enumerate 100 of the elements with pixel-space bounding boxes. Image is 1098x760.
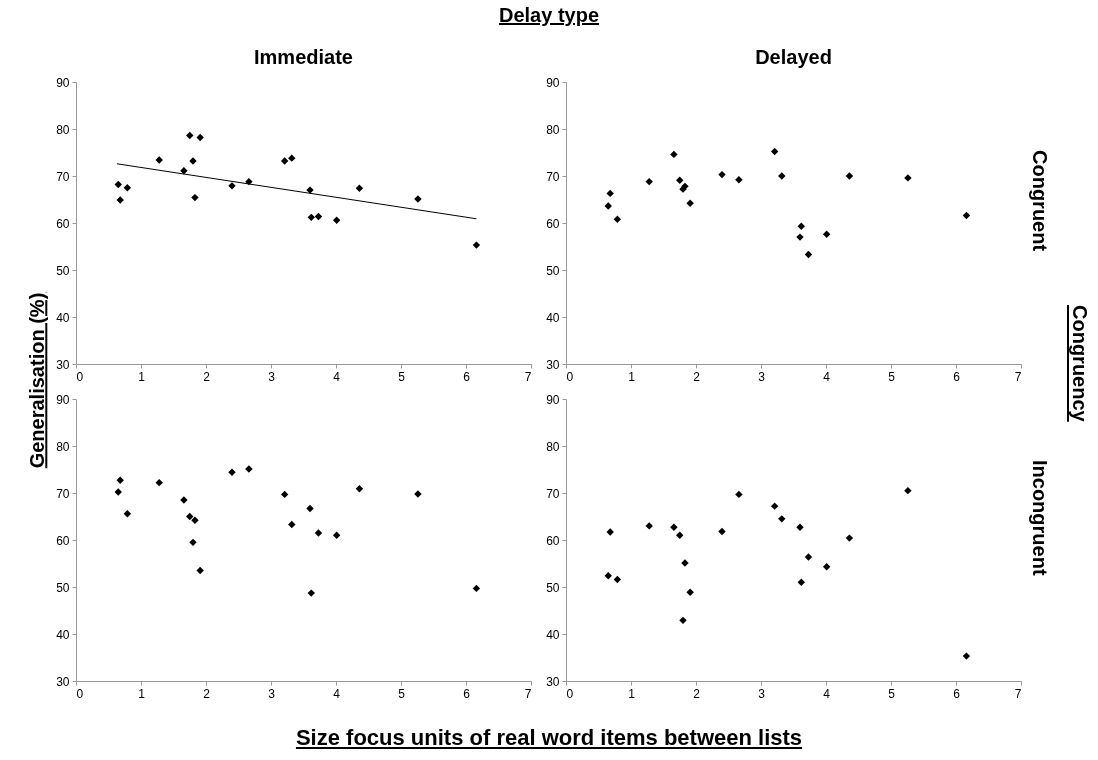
point	[280, 157, 289, 165]
y-tick-label: 90	[56, 75, 70, 90]
point	[288, 520, 296, 529]
point	[604, 572, 612, 580]
point	[797, 578, 806, 587]
point	[606, 189, 614, 198]
point	[778, 515, 786, 523]
point	[645, 177, 653, 186]
point	[332, 531, 341, 540]
x-tick-label: 4	[823, 369, 831, 384]
text: Congruent	[1028, 150, 1051, 252]
x-tick-label: 4	[823, 686, 831, 701]
y-tick-label: 70	[56, 169, 70, 184]
point	[845, 172, 854, 180]
y-tick-label: 60	[56, 216, 70, 231]
point	[735, 490, 743, 499]
x-tick-label: 7	[524, 369, 532, 384]
y-tick-label: 60	[546, 216, 560, 231]
y-tick-label: 90	[56, 392, 70, 407]
chart-title: Delayed	[755, 46, 832, 68]
point	[332, 216, 341, 224]
x-tick-label: 5	[398, 369, 406, 384]
x-tick-label: 0	[76, 686, 84, 701]
point	[186, 131, 194, 140]
point	[770, 502, 779, 510]
point	[355, 184, 364, 192]
x-tick-label: 0	[76, 369, 84, 384]
x-tick-label: 2	[693, 369, 701, 384]
point	[189, 538, 197, 547]
y-tick-label: 80	[56, 122, 70, 137]
text: Incongruent	[1028, 460, 1051, 576]
point	[196, 566, 204, 575]
point	[472, 241, 481, 249]
point	[679, 616, 687, 625]
x-tick-label: 0	[566, 369, 574, 384]
y-tick-label: 70	[546, 169, 560, 184]
y-tick-label: 30	[56, 674, 70, 689]
point	[314, 529, 323, 537]
x-tick-label: 7	[1014, 369, 1022, 384]
point	[822, 230, 831, 238]
point	[962, 211, 971, 220]
x-tick-label: 5	[888, 686, 896, 701]
y-tick-label: 70	[56, 486, 70, 501]
point	[676, 176, 684, 184]
y-tick-label: 80	[546, 439, 560, 454]
y-tick-label: 30	[546, 674, 560, 689]
point	[670, 523, 678, 532]
point	[123, 509, 132, 518]
y-tick-label: 50	[546, 263, 560, 278]
x-tick-label: 7	[524, 686, 532, 701]
x-tick-label: 6	[953, 369, 961, 384]
point	[355, 485, 364, 493]
x-tick-label: 3	[268, 369, 276, 384]
text: Congruency	[1068, 305, 1091, 422]
x-tick-label: 3	[268, 686, 276, 701]
point	[116, 476, 124, 485]
point	[645, 522, 653, 530]
point	[613, 575, 622, 584]
point	[191, 193, 199, 202]
x-tick-label: 1	[138, 369, 146, 384]
y-tick-label: 50	[546, 580, 560, 595]
text: Delay type	[498, 4, 600, 27]
point	[604, 202, 612, 210]
point	[472, 584, 481, 593]
y-tick-label: 40	[546, 310, 560, 325]
x-tick-label: 2	[693, 686, 701, 701]
y-tick-label: 30	[546, 357, 560, 372]
point	[306, 504, 314, 513]
y-axis-title: Generalisation (%)	[26, 292, 50, 468]
y-tick-label: 60	[546, 533, 560, 548]
x-tick-label: 6	[463, 369, 471, 384]
point	[114, 180, 122, 189]
point	[123, 184, 132, 192]
y-tick-label: 60	[56, 533, 70, 548]
y-tick-label: 80	[56, 439, 70, 454]
x-tick-label: 4	[333, 369, 341, 384]
point	[804, 250, 813, 259]
y-tick-label: 40	[56, 310, 70, 325]
x-tick-label: 6	[463, 686, 471, 701]
point	[228, 468, 236, 477]
x-tick-label: 1	[628, 369, 636, 384]
point	[191, 516, 199, 524]
y-tick-label: 90	[546, 392, 560, 407]
y-tick-label: 40	[56, 627, 70, 642]
point	[770, 147, 779, 156]
point	[962, 652, 971, 660]
point	[288, 154, 296, 162]
point	[686, 199, 694, 207]
point	[186, 512, 194, 521]
point	[114, 488, 122, 496]
x-tick-label: 0	[566, 686, 574, 701]
point	[613, 215, 622, 223]
y-tick-label: 50	[56, 263, 70, 278]
x-tick-label: 1	[138, 686, 146, 701]
x-tick-label: 5	[888, 369, 896, 384]
point	[718, 170, 726, 179]
point	[822, 563, 831, 571]
point	[155, 478, 163, 487]
x-tick-label: 1	[628, 686, 636, 701]
y-tick-label: 50	[56, 580, 70, 595]
